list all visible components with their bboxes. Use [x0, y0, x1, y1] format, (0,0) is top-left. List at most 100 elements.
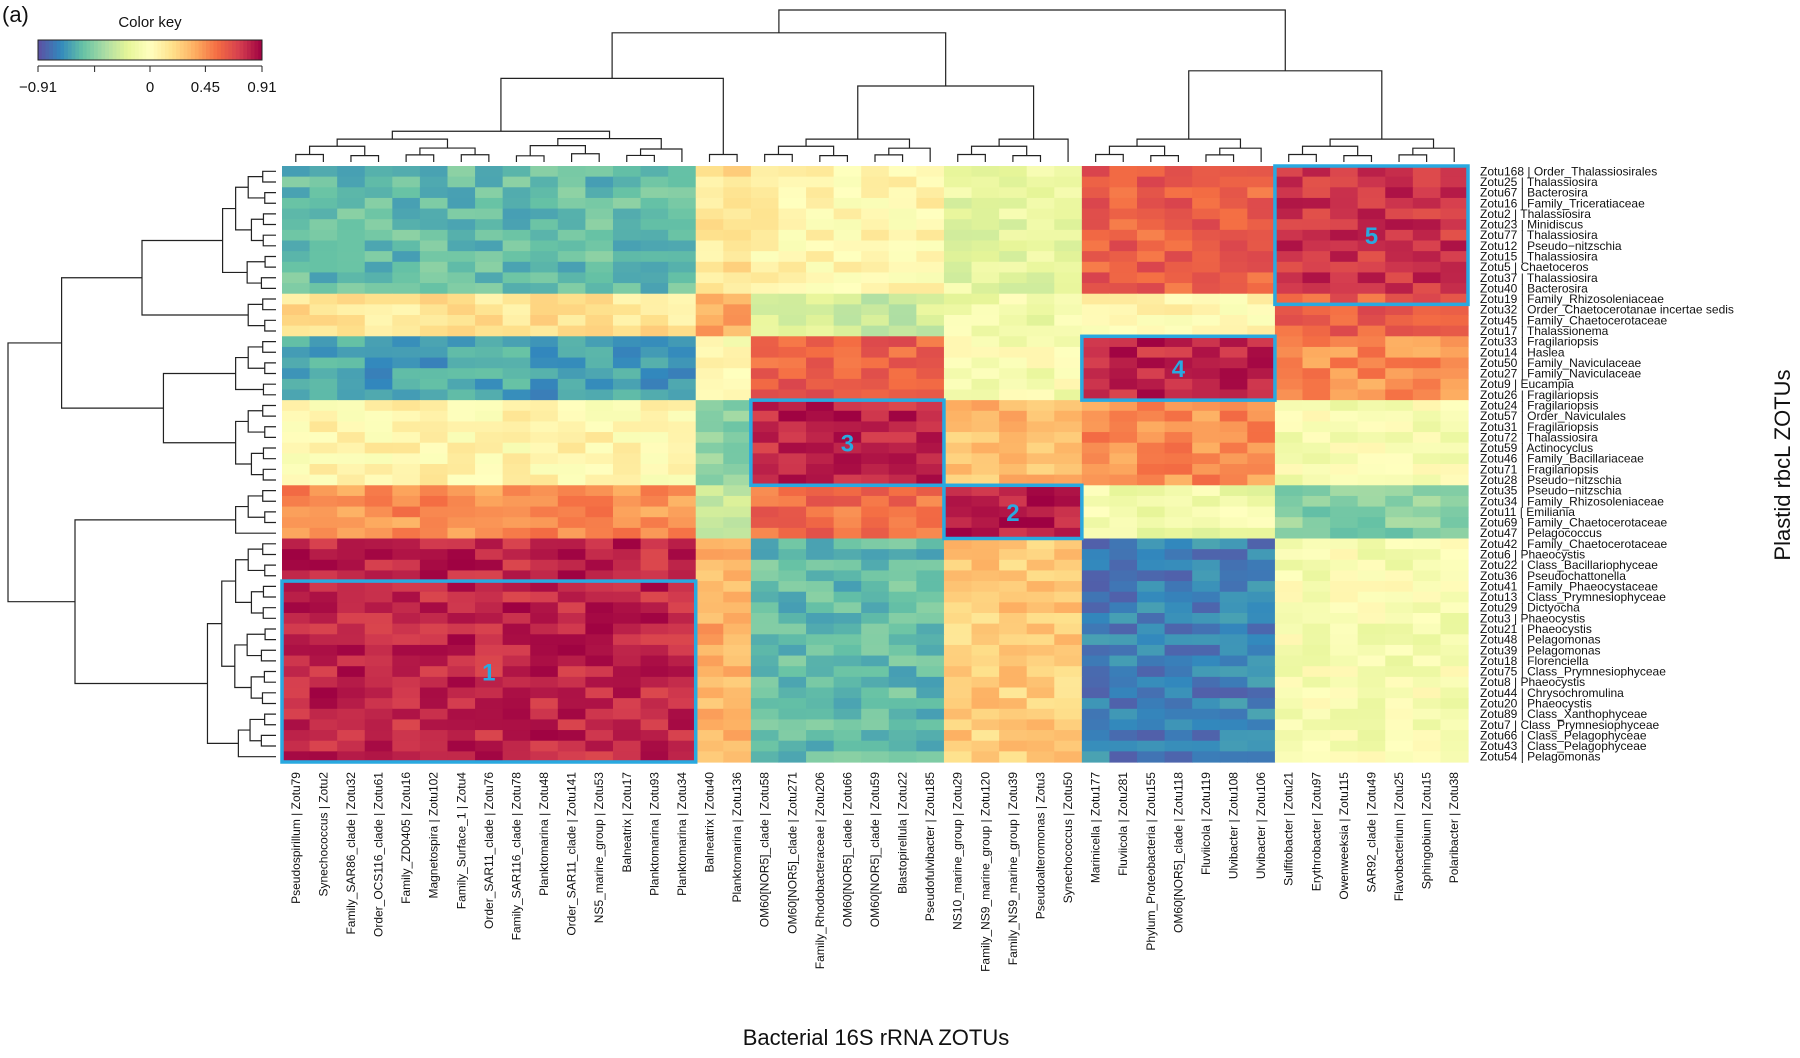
heatmap-cell: [419, 538, 449, 550]
heatmap-cell: [1385, 272, 1414, 284]
heatmap-cell: [1440, 421, 1469, 433]
heatmap-cell: [475, 581, 504, 593]
column-label: Order_SAR11_clade | Zotu76: [482, 772, 496, 929]
heatmap-cell: [1247, 336, 1276, 348]
heatmap-cell: [364, 283, 393, 295]
heatmap-cell: [1274, 240, 1304, 252]
heatmap-cell: [971, 740, 1000, 752]
heatmap-cell: [1219, 517, 1248, 529]
heatmap-cell: [1081, 485, 1111, 497]
heatmap-cell: [833, 676, 862, 689]
heatmap-cell: [1302, 432, 1331, 444]
heatmap-cell: [861, 325, 890, 337]
heatmap-cell: [364, 559, 393, 572]
heatmap-cell: [1330, 251, 1359, 263]
heatmap-cell: [861, 357, 890, 369]
heatmap-cell: [337, 283, 366, 295]
heatmap-cell: [419, 240, 449, 252]
heatmap-cell: [723, 261, 752, 274]
heatmap-cell: [640, 591, 669, 603]
heatmap-cell: [612, 197, 642, 210]
heatmap-cell: [392, 304, 421, 316]
heatmap-cell: [364, 197, 393, 210]
heatmap-cell: [1164, 751, 1193, 763]
heatmap-cell: [750, 676, 780, 689]
heatmap-cell: [971, 570, 1000, 582]
heatmap-cell: [612, 719, 642, 731]
heatmap-cell: [1219, 261, 1248, 274]
heatmap-cell: [419, 166, 449, 178]
color-key-swatch: [90, 40, 95, 60]
heatmap-cell: [1274, 602, 1304, 614]
column-label: Flavobacterium | Zotu25: [1392, 772, 1406, 902]
heatmap-cell: [806, 581, 835, 593]
heatmap-cell: [916, 315, 945, 327]
heatmap-cell: [695, 602, 724, 614]
heatmap-cell: [364, 293, 393, 305]
column-label: Planktomarina | Zotu48: [537, 772, 551, 896]
row-label: Zotu24 | Fragilariopsis: [1480, 398, 1599, 412]
heatmap-cell: [1385, 389, 1414, 401]
heatmap-cell: [1164, 197, 1193, 210]
heatmap-cell: [1274, 549, 1304, 561]
heatmap-cell: [364, 623, 393, 635]
heatmap-cell: [668, 698, 697, 710]
heatmap-cell: [1330, 442, 1359, 454]
heatmap-cell: [943, 293, 973, 305]
heatmap-cell: [447, 368, 476, 380]
heatmap-cell: [750, 432, 780, 444]
heatmap-cell: [337, 495, 366, 508]
heatmap-cell: [1192, 687, 1221, 699]
heatmap-cell: [750, 336, 780, 348]
heatmap-cell: [282, 410, 311, 423]
heatmap-cell: [309, 708, 338, 721]
heatmap-cell: [447, 176, 476, 188]
heatmap-cell: [447, 240, 476, 252]
heatmap-cell: [806, 740, 835, 752]
column-label: Erythrobacter | Zotu97: [1309, 772, 1323, 892]
heatmap-cell: [1357, 623, 1386, 635]
heatmap-cell: [1054, 495, 1083, 508]
dendrogram-branch: [264, 628, 276, 641]
heatmap-cell: [888, 666, 917, 678]
heatmap-cell: [612, 400, 642, 412]
heatmap-cell: [1109, 698, 1138, 710]
heatmap-cell: [1412, 219, 1442, 231]
heatmap-cell: [364, 495, 393, 508]
heatmap-cell: [1330, 506, 1359, 518]
heatmap-cell: [1192, 634, 1221, 646]
heatmap-cell: [1412, 304, 1442, 316]
heatmap-cell: [750, 613, 780, 625]
heatmap-cell: [530, 549, 559, 561]
heatmap-cell: [750, 229, 780, 242]
heatmap-cell: [1137, 655, 1166, 667]
heatmap-cell: [943, 687, 973, 699]
color-key-swatch: [198, 40, 203, 60]
heatmap-cell: [861, 251, 890, 263]
heatmap-cell: [668, 730, 697, 742]
heatmap-cell: [502, 474, 531, 486]
heatmap-cell: [778, 304, 807, 316]
heatmap-cell: [1137, 559, 1166, 572]
heatmap-cell: [1109, 368, 1138, 380]
heatmap-cell: [1219, 666, 1248, 678]
column-label: OM60[NOR5]_clade | Zotu271: [785, 772, 799, 934]
heatmap-cell: [309, 495, 338, 508]
heatmap-cell: [282, 464, 311, 476]
color-key-swatch: [64, 40, 69, 60]
heatmap-cell: [999, 464, 1028, 476]
heatmap-cell: [612, 240, 642, 252]
heatmap-cell: [943, 208, 973, 220]
heatmap-cell: [1081, 208, 1111, 220]
heatmap-cell: [668, 325, 697, 337]
heatmap-cell: [668, 293, 697, 305]
heatmap-cell: [447, 517, 476, 529]
heatmap-cell: [1247, 623, 1276, 635]
heatmap-cell: [1330, 602, 1359, 614]
heatmap-cell: [806, 474, 835, 486]
heatmap-cell: [282, 453, 311, 465]
heatmap-cell: [337, 719, 366, 731]
heatmap-cell: [557, 485, 586, 497]
color-key-swatch: [41, 40, 46, 60]
heatmap-cell: [1137, 272, 1166, 284]
